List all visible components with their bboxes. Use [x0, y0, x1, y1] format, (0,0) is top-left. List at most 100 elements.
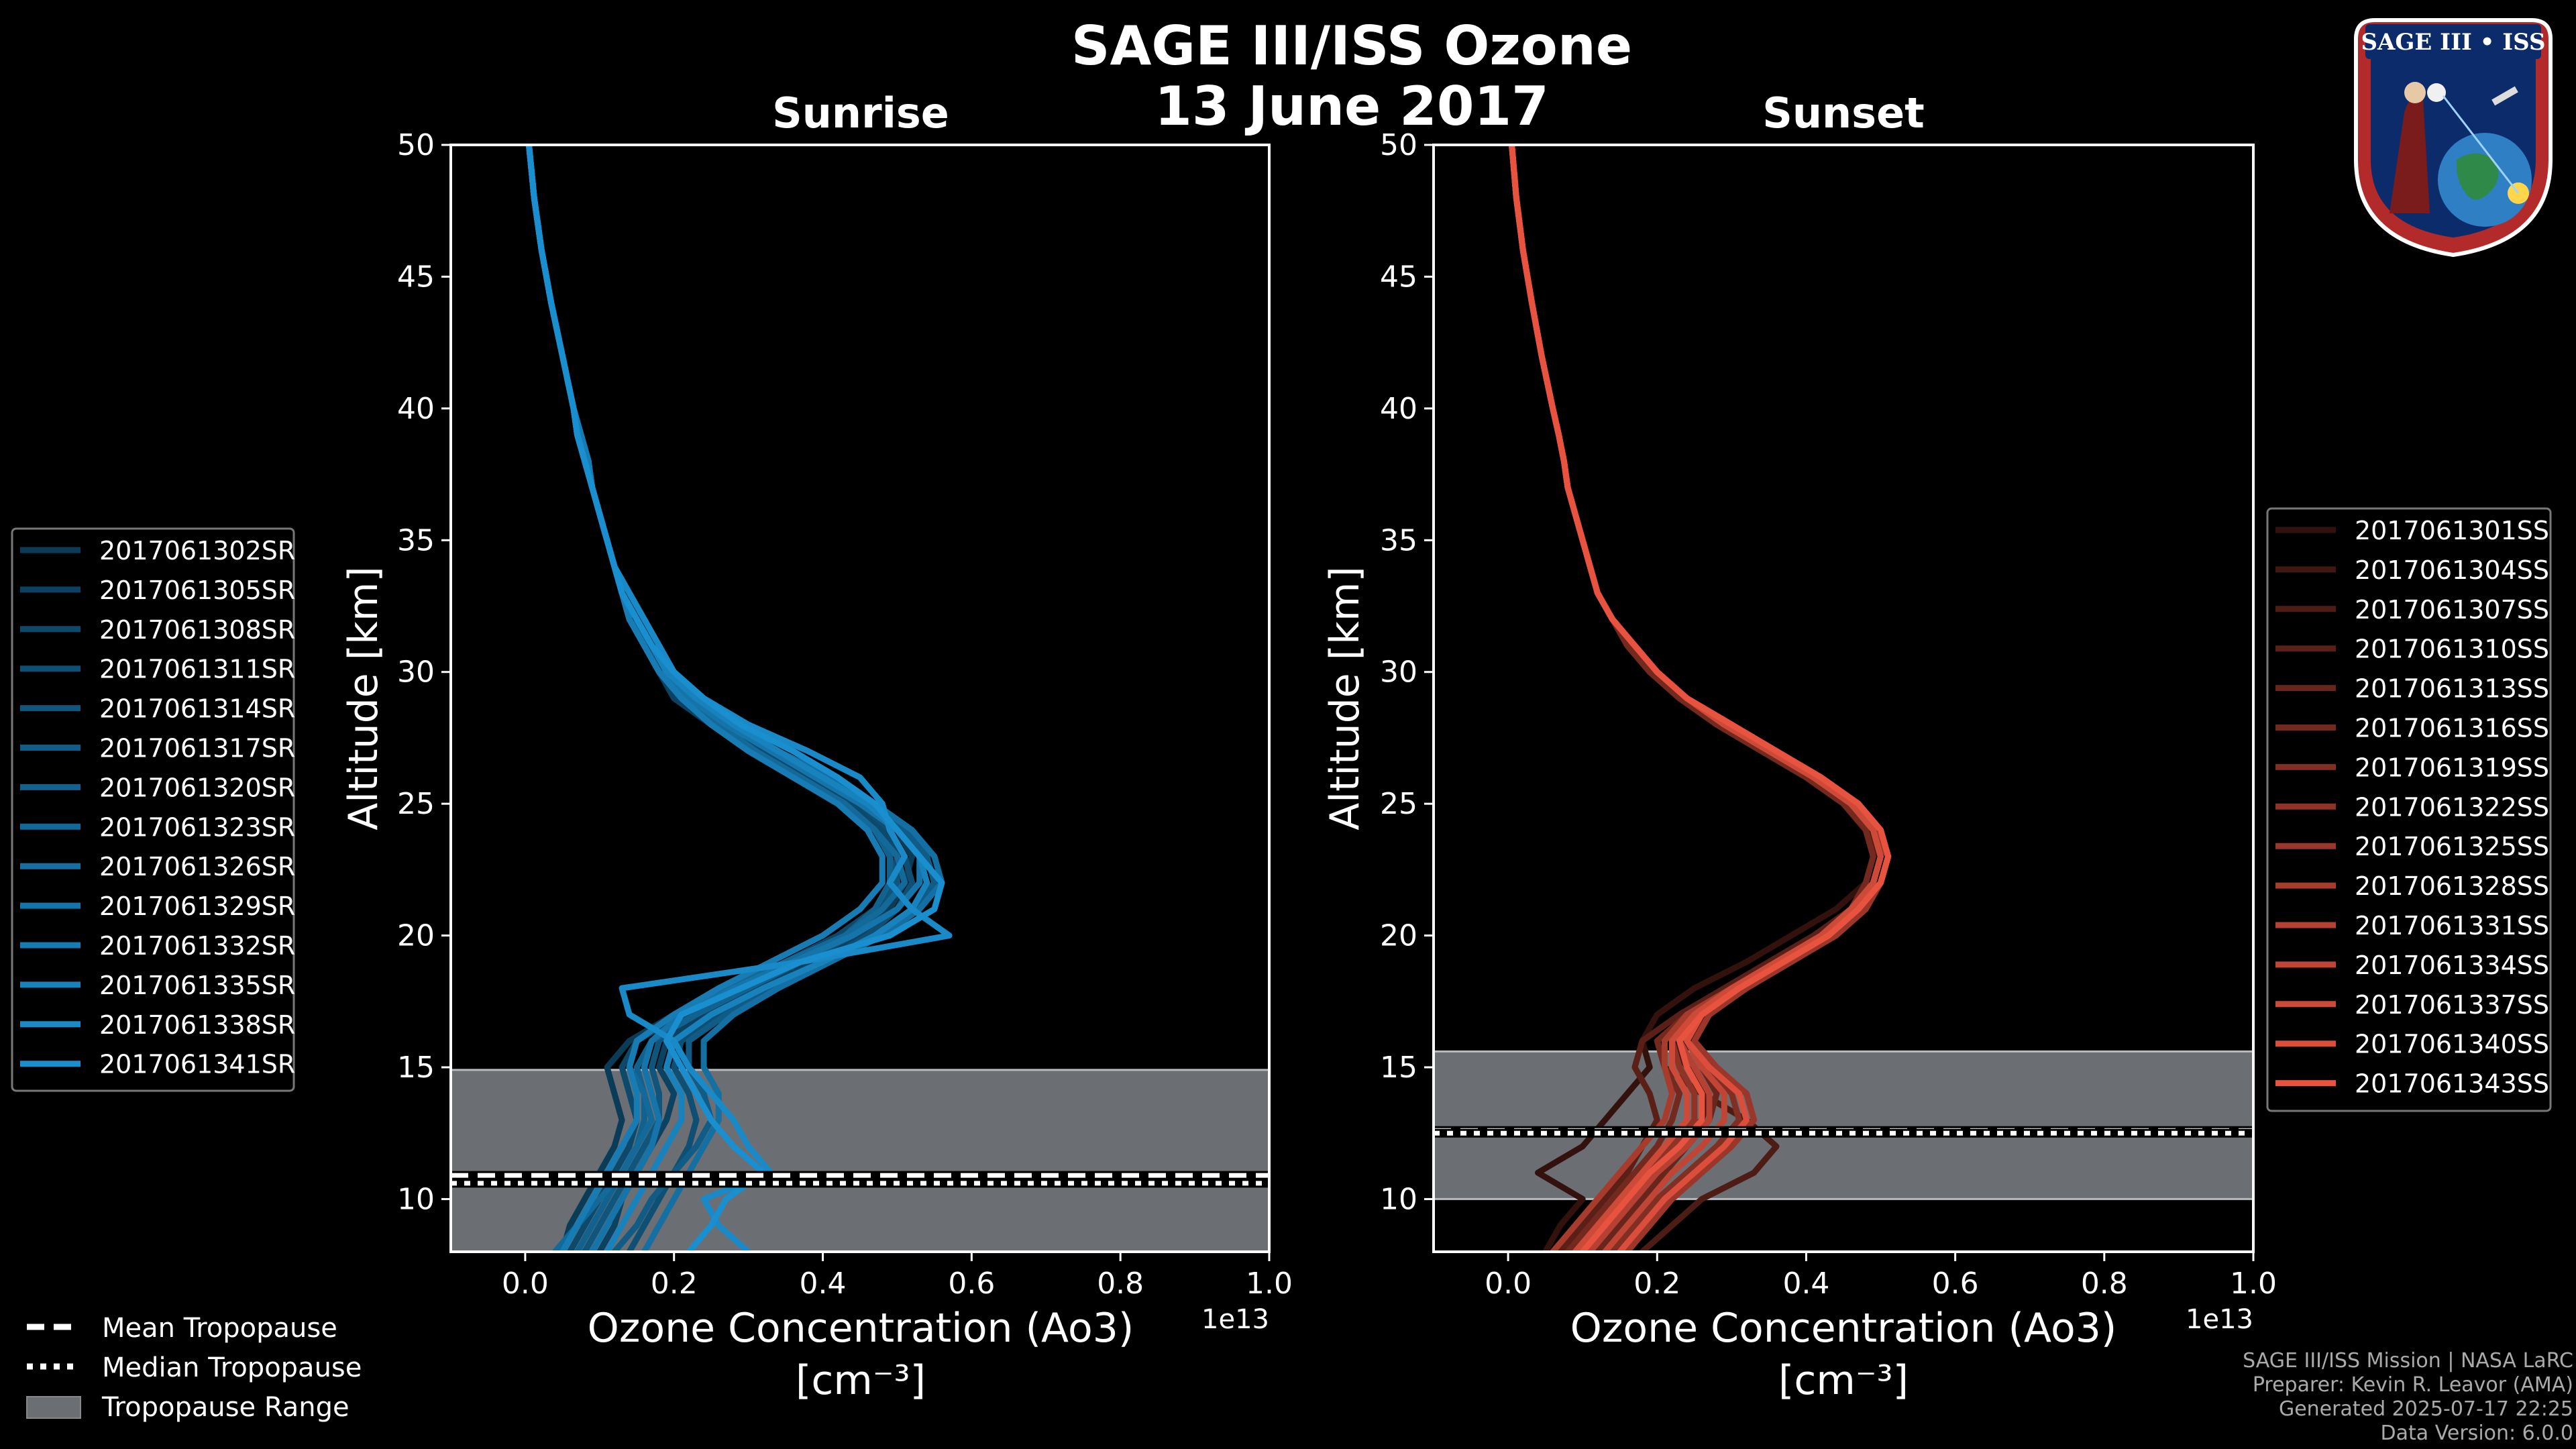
- sunset-ylabel: Altitude [km]: [1322, 566, 1368, 830]
- credits: SAGE III/ISS Mission | NASA LaRC Prepare…: [2243, 1349, 2573, 1445]
- legend-label: 2017061313SS: [2355, 674, 2549, 704]
- legend-label: 2017061338SR: [99, 1010, 295, 1040]
- sunrise-title: Sunrise: [772, 89, 949, 138]
- legend-label: 2017061304SS: [2355, 555, 2549, 585]
- legend-label: 2017061317SR: [99, 734, 295, 763]
- profile-line-2017061341SR: [526, 145, 945, 1252]
- legend-label: 2017061301SS: [2355, 516, 2549, 545]
- credit-line4: Data Version: 6.0.0: [2381, 1421, 2573, 1445]
- legend-label: 2017061328SS: [2355, 871, 2549, 901]
- y-tick-label: 30: [397, 655, 435, 690]
- credit-line2: Preparer: Kevin R. Leavor (AMA): [2253, 1373, 2573, 1397]
- sunrise-xlabel-line1: Ozone Concentration (Ao3): [588, 1305, 1134, 1352]
- tropopause-range-swatch: [26, 1396, 81, 1419]
- x-tick-label: 0.2: [651, 1267, 698, 1301]
- legend-label: 2017061311SR: [99, 655, 295, 684]
- legend-label: 2017061310SS: [2355, 635, 2549, 664]
- legend-label: 2017061343SS: [2355, 1069, 2549, 1099]
- sunrise-xlabel-line2: [cm⁻³]: [796, 1357, 926, 1404]
- sunset-title: Sunset: [1762, 89, 1925, 138]
- y-tick-label: 50: [1380, 128, 1417, 162]
- legend-label: 2017061314SR: [99, 694, 295, 724]
- profile-line-2017061343SS: [1509, 145, 1892, 1252]
- sunrise-x-offset: 1e13: [1201, 1304, 1269, 1335]
- legend-label: 2017061340SS: [2355, 1030, 2549, 1059]
- y-tick-label: 45: [397, 260, 435, 294]
- x-tick-label: 0.2: [1633, 1267, 1680, 1301]
- x-tick-label: 0.8: [2081, 1267, 2128, 1301]
- legend-label: 2017061331SS: [2355, 911, 2549, 941]
- y-tick-label: 15: [397, 1051, 435, 1085]
- y-tick-label: 15: [1380, 1051, 1417, 1085]
- x-tick-label: 0.0: [502, 1267, 549, 1301]
- x-tick-label: 0.0: [1485, 1267, 1532, 1301]
- legend-label: 2017061329SR: [99, 892, 295, 921]
- sunset-legend: 2017061301SS 2017061304SS 2017061307SS 2017…: [2266, 507, 2552, 1112]
- logo-banner: [2365, 24, 2541, 59]
- median-tropopause-label: Median Tropopause: [102, 1352, 362, 1383]
- legend-label: 2017061323SR: [99, 812, 295, 842]
- tropopause-legend: Mean Tropopause Median Tropopause Tropop…: [26, 1313, 362, 1423]
- sunrise-tropopause-lines: [451, 1171, 1269, 1188]
- sunrise-panel: Sunrise 0.0 0.2 0.4 0.6 0.8 1.0 10 15 20 25 30 35 4…: [340, 89, 1293, 1404]
- sunset-x-offset: 1e13: [2186, 1304, 2253, 1335]
- logo-station: [2491, 86, 2518, 106]
- sunset-legend-box: [2266, 507, 2552, 1112]
- sunset-x-ticks: 0.0 0.2 0.4 0.6 0.8 1.0: [1485, 1252, 2277, 1301]
- sunrise-legend: 2017061302SR 2017061305SR 2017061308SR 2017…: [11, 527, 295, 1092]
- profile-line-2017061332SR: [526, 145, 885, 1252]
- legend-label: 2017061325SS: [2355, 832, 2549, 861]
- logo-beam: [2442, 95, 2520, 194]
- legend-label: 2017061334SS: [2355, 951, 2549, 980]
- sunset-xlabel-line2: [cm⁻³]: [1778, 1357, 1909, 1404]
- y-tick-label: 10: [1380, 1182, 1417, 1216]
- sunset-y-ticks: 10 15 20 25 30 35 40 45 50: [1380, 128, 1434, 1216]
- y-tick-label: 40: [397, 392, 435, 426]
- credit-line3: Generated 2025-07-17 22:25: [2279, 1397, 2573, 1421]
- y-tick-label: 35: [397, 523, 435, 557]
- legend-label: 2017061332SR: [99, 931, 295, 961]
- x-tick-label: 0.4: [1782, 1267, 1829, 1301]
- sunset-panel: Sunset 0.0 0.2 0.4 0.6 0.8 1.0 10 15 20 25 30 35 40…: [1322, 89, 2277, 1404]
- sunrise-y-ticks: 10 15 20 25 30 35 40 45 50: [397, 128, 451, 1216]
- legend-label: 2017061335SR: [99, 971, 295, 1000]
- sunset-plot-area: [1434, 1050, 2253, 1200]
- legend-label: 2017061337SS: [2355, 990, 2549, 1020]
- legend-label: 2017061308SR: [99, 615, 295, 645]
- logo-figure-head: [2404, 82, 2426, 103]
- x-tick-label: 1.0: [1246, 1267, 1293, 1301]
- credit-line1: SAGE III/ISS Mission | NASA LaRC: [2243, 1349, 2573, 1373]
- tropopause-range-label: Tropopause Range: [101, 1392, 350, 1423]
- x-tick-label: 0.8: [1097, 1267, 1144, 1301]
- sunrise-x-ticks: 0.0 0.2 0.4 0.6 0.8 1.0: [502, 1252, 1293, 1301]
- x-tick-label: 0.6: [1932, 1267, 1979, 1301]
- legend-label: 2017061307SS: [2355, 595, 2549, 625]
- figure-title-line1: SAGE III/ISS Ozone: [1071, 15, 1632, 77]
- x-tick-label: 1.0: [2230, 1267, 2277, 1301]
- sunset-series-lines: [1509, 145, 1892, 1252]
- figure-title-line2: 13 June 2017: [1155, 75, 1549, 138]
- y-tick-label: 10: [397, 1182, 435, 1216]
- y-tick-label: 50: [397, 128, 435, 162]
- legend-label: 2017061316SS: [2355, 714, 2549, 743]
- x-tick-label: 0.4: [800, 1267, 847, 1301]
- logo-moon: [2427, 83, 2446, 102]
- sunrise-ylabel: Altitude [km]: [340, 566, 387, 830]
- tropopause-range-band: [1434, 1051, 2253, 1199]
- sunset-tropopause-lines: [1434, 1126, 2253, 1138]
- sunset-legend-items: 2017061301SS 2017061304SS 2017061307SS 2017…: [2275, 516, 2549, 1099]
- logo-continent: [2456, 153, 2499, 200]
- sunrise-legend-box: [11, 527, 295, 1092]
- sunset-xlabel-line1: Ozone Concentration (Ao3): [1570, 1305, 2117, 1352]
- y-tick-label: 35: [1380, 523, 1417, 557]
- y-tick-label: 20: [397, 919, 435, 953]
- sunrise-series-lines: [526, 145, 953, 1252]
- sunrise-legend-items: 2017061302SR 2017061305SR 2017061308SR 2017…: [20, 536, 295, 1079]
- legend-label: 2017061305SR: [99, 576, 295, 605]
- y-tick-label: 20: [1380, 919, 1417, 953]
- mean-tropopause-label: Mean Tropopause: [102, 1313, 337, 1344]
- sunrise-axes-frame: [449, 144, 1271, 1253]
- y-tick-label: 45: [1380, 260, 1417, 294]
- legend-label: 2017061322SS: [2355, 792, 2549, 822]
